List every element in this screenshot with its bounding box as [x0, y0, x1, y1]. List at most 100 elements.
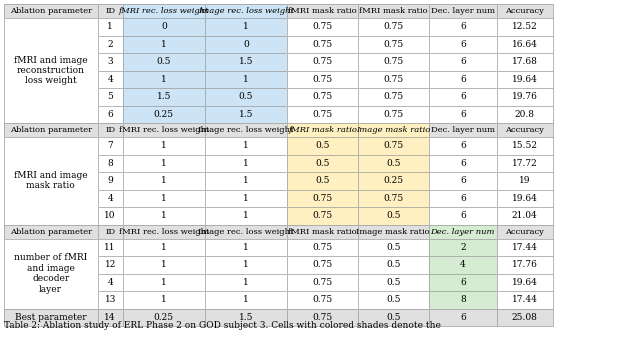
Text: 1: 1: [108, 22, 113, 31]
Bar: [4, 123, 97, 137]
Text: fMRI and image
reconstruction
loss weight: fMRI and image reconstruction loss weigh…: [14, 56, 88, 85]
Bar: [123, 137, 205, 155]
Text: 8: 8: [108, 159, 113, 168]
Bar: [205, 256, 287, 274]
Bar: [97, 71, 123, 88]
Bar: [358, 53, 429, 71]
Text: Accuracy: Accuracy: [506, 228, 544, 236]
Text: 0.75: 0.75: [312, 40, 333, 49]
Bar: [123, 105, 205, 123]
Bar: [123, 123, 205, 137]
Bar: [429, 224, 497, 238]
Text: 0.75: 0.75: [383, 22, 403, 31]
Text: 0.75: 0.75: [383, 141, 403, 150]
Text: 17.72: 17.72: [512, 159, 538, 168]
Text: 0.5: 0.5: [239, 92, 253, 101]
Bar: [4, 308, 97, 326]
Text: 6: 6: [460, 75, 466, 84]
Bar: [287, 172, 358, 190]
Bar: [205, 105, 287, 123]
Text: 6: 6: [460, 159, 466, 168]
Bar: [358, 88, 429, 105]
Text: 0.5: 0.5: [386, 243, 401, 252]
Bar: [358, 207, 429, 224]
Bar: [497, 207, 552, 224]
Bar: [205, 123, 287, 137]
Text: 0.75: 0.75: [383, 110, 403, 119]
Bar: [497, 308, 552, 326]
Text: 0.75: 0.75: [312, 75, 333, 84]
Bar: [429, 274, 497, 291]
Bar: [123, 155, 205, 172]
Bar: [97, 105, 123, 123]
Bar: [123, 291, 205, 308]
Bar: [358, 256, 429, 274]
Bar: [123, 274, 205, 291]
Text: 1: 1: [243, 260, 249, 269]
Text: 15.52: 15.52: [512, 141, 538, 150]
Bar: [97, 256, 123, 274]
Bar: [123, 35, 205, 53]
Bar: [429, 53, 497, 71]
Bar: [97, 155, 123, 172]
Text: 1.5: 1.5: [157, 92, 171, 101]
Bar: [429, 105, 497, 123]
Text: 2: 2: [460, 243, 466, 252]
Bar: [429, 53, 497, 71]
Text: 3: 3: [108, 57, 113, 66]
Bar: [358, 238, 429, 256]
Text: 0.75: 0.75: [383, 194, 403, 203]
Bar: [287, 224, 358, 238]
Bar: [287, 308, 358, 326]
Bar: [205, 291, 287, 308]
Bar: [205, 4, 287, 18]
Bar: [205, 155, 287, 172]
Bar: [287, 256, 358, 274]
Bar: [4, 137, 97, 224]
Bar: [429, 88, 497, 105]
Bar: [497, 274, 552, 291]
Bar: [429, 18, 497, 35]
Bar: [287, 18, 358, 35]
Bar: [287, 155, 358, 172]
Text: 0.5: 0.5: [386, 295, 401, 304]
Text: 0: 0: [243, 40, 249, 49]
Bar: [123, 308, 205, 326]
Bar: [497, 155, 552, 172]
Bar: [123, 53, 205, 71]
Bar: [205, 256, 287, 274]
Bar: [358, 238, 429, 256]
Text: 6: 6: [460, 176, 466, 185]
Bar: [97, 274, 123, 291]
Bar: [497, 291, 552, 308]
Bar: [497, 224, 552, 238]
Bar: [287, 4, 358, 18]
Bar: [429, 238, 497, 256]
Bar: [205, 274, 287, 291]
Bar: [497, 172, 552, 190]
Bar: [497, 35, 552, 53]
Text: 6: 6: [460, 194, 466, 203]
Text: 0.5: 0.5: [386, 278, 401, 287]
Bar: [287, 137, 358, 155]
Text: 19.64: 19.64: [512, 278, 538, 287]
Text: fMRI mask ratio: fMRI mask ratio: [288, 7, 357, 15]
Bar: [358, 308, 429, 326]
Bar: [497, 256, 552, 274]
Bar: [205, 274, 287, 291]
Bar: [358, 88, 429, 105]
Text: 16.64: 16.64: [512, 40, 538, 49]
Bar: [97, 88, 123, 105]
Bar: [429, 274, 497, 291]
Bar: [287, 207, 358, 224]
Bar: [287, 190, 358, 207]
Bar: [287, 238, 358, 256]
Text: 6: 6: [460, 110, 466, 119]
Bar: [429, 256, 497, 274]
Bar: [97, 137, 123, 155]
Bar: [358, 105, 429, 123]
Bar: [205, 71, 287, 88]
Text: 6: 6: [460, 313, 466, 322]
Text: 25.08: 25.08: [512, 313, 538, 322]
Text: 1.5: 1.5: [239, 57, 253, 66]
